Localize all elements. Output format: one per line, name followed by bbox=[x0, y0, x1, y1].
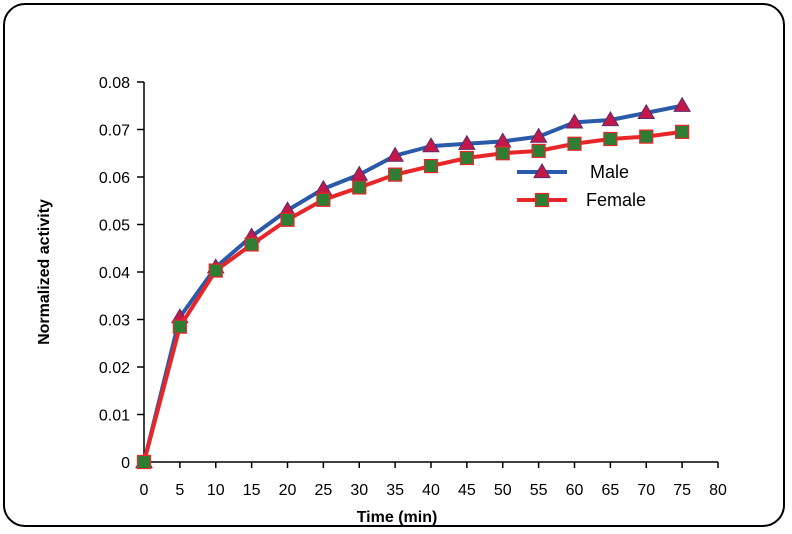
y-tick-label: 0.07 bbox=[99, 123, 130, 140]
female-data-point bbox=[675, 124, 690, 139]
x-tick-label: 50 bbox=[494, 482, 512, 499]
x-tick-label: 75 bbox=[673, 482, 691, 499]
x-tick-label: 30 bbox=[350, 482, 368, 499]
female-data-point bbox=[208, 263, 223, 278]
series-line-female bbox=[142, 129, 683, 463]
x-tick-label: 20 bbox=[279, 482, 297, 499]
x-tick-label: 10 bbox=[207, 482, 225, 499]
female-data-point bbox=[352, 180, 367, 195]
x-tick-label: 40 bbox=[422, 482, 440, 499]
male-data-point bbox=[422, 137, 440, 153]
chart-frame bbox=[3, 3, 785, 527]
legend-label: Male bbox=[590, 162, 629, 182]
x-tick-label: 65 bbox=[601, 482, 619, 499]
female-data-point bbox=[172, 319, 187, 334]
x-tick-label: 15 bbox=[243, 482, 261, 499]
series-female bbox=[136, 124, 690, 470]
y-tick-label: 0.03 bbox=[99, 313, 130, 330]
female-data-point bbox=[639, 129, 654, 144]
x-tick-label: 60 bbox=[566, 482, 584, 499]
y-tick-label: 0.05 bbox=[99, 218, 130, 235]
male-data-point bbox=[529, 127, 548, 143]
female-data-point bbox=[495, 146, 510, 161]
female-data-point bbox=[316, 192, 331, 207]
x-tick-label: 0 bbox=[140, 482, 149, 499]
female-data-point bbox=[136, 454, 152, 470]
male-data-point bbox=[565, 113, 584, 129]
x-tick-label: 80 bbox=[709, 482, 727, 499]
x-tick-label: 55 bbox=[530, 482, 548, 499]
x-tick-label: 25 bbox=[314, 482, 332, 499]
legend-marker bbox=[534, 192, 550, 208]
male-data-point bbox=[601, 111, 620, 127]
ticks: 0 0.01 0.02 0.03 0.04 0.05 0.06 0.07 0.08 0 5 10 15 2… bbox=[99, 75, 727, 499]
female-data-point bbox=[567, 136, 582, 151]
y-tick-label: 0.08 bbox=[99, 75, 130, 92]
male-data-point bbox=[673, 96, 691, 112]
x-tick-label: 45 bbox=[458, 482, 476, 499]
female-data-point bbox=[603, 131, 618, 147]
x-tick-label: 35 bbox=[386, 482, 404, 499]
male-data-point bbox=[637, 103, 656, 119]
female-data-point bbox=[531, 143, 546, 158]
y-axis-title: Normalized activity bbox=[36, 199, 53, 345]
male-data-point bbox=[386, 146, 404, 162]
x-tick-label: 5 bbox=[175, 482, 184, 499]
legend-item-male: Male bbox=[517, 162, 629, 182]
legend-item-female: Female bbox=[517, 190, 646, 210]
male-data-point bbox=[350, 165, 369, 181]
y-tick-label: 0 bbox=[121, 455, 130, 472]
series-line-male bbox=[142, 103, 683, 463]
female-data-point bbox=[388, 167, 403, 182]
y-tick-label: 0.02 bbox=[99, 360, 130, 377]
series-male bbox=[135, 96, 691, 469]
x-tick-label: 70 bbox=[637, 482, 655, 499]
y-tick-label: 0.04 bbox=[99, 265, 130, 282]
y-tick-label: 0.06 bbox=[99, 170, 130, 187]
legend: Male Female bbox=[517, 162, 646, 210]
y-tick-label: 0.01 bbox=[99, 408, 130, 425]
legend-label: Female bbox=[586, 190, 646, 210]
female-data-point bbox=[244, 237, 259, 252]
female-data-point bbox=[280, 212, 295, 227]
male-data-point bbox=[458, 134, 476, 150]
legend-marker bbox=[533, 163, 551, 179]
female-data-point bbox=[423, 158, 439, 174]
series-group bbox=[135, 96, 691, 470]
x-axis-title: Time (min) bbox=[357, 509, 438, 526]
female-data-point bbox=[459, 150, 474, 166]
